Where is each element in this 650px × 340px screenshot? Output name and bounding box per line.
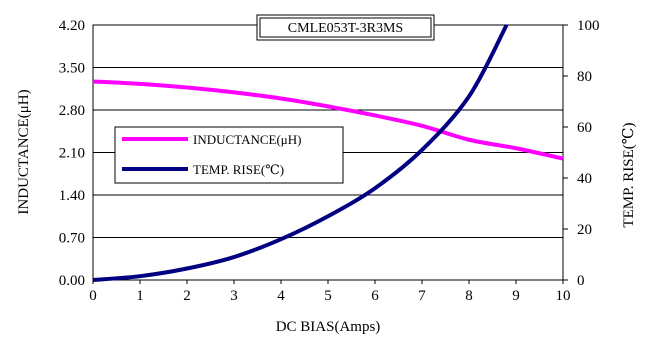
x-axis-ticks: 0 1 2 3 4 5 6 7 8 9 10: [89, 280, 571, 304]
chart-title-box: CMLE053T-3R3MS: [256, 14, 435, 41]
legend-label-inductance: INDUCTANCE(μH): [193, 132, 301, 147]
x-tick-label: 10: [556, 288, 571, 304]
series-lines: [92, 24, 564, 282]
legend-label-temp-rise: TEMP. RISE(℃): [193, 162, 284, 177]
left-axis-title: INDUCTANCE(μH): [16, 89, 32, 214]
x-tick-label: 8: [465, 288, 473, 304]
x-tick-label: 3: [230, 288, 238, 304]
legend: INDUCTANCE(μH) TEMP. RISE(℃): [114, 126, 344, 184]
right-tick-label: 0: [577, 273, 585, 289]
right-tick-label: 40: [577, 171, 592, 187]
chart-title: CMLE053T-3R3MS: [288, 21, 403, 36]
x-tick-label: 0: [89, 288, 97, 304]
right-axis-title: TEMP. RISE(℃): [621, 122, 637, 227]
series-line-inductance: [92, 79, 564, 161]
left-tick-label: 4.20: [59, 18, 85, 34]
right-axis-ticks: 0 20 40 60 80 100: [563, 18, 600, 289]
left-tick-label: 2.80: [59, 103, 85, 119]
right-tick-label: 80: [577, 69, 592, 85]
x-axis-title: DC BIAS(Amps): [276, 319, 381, 335]
right-tick-label: 100: [577, 18, 600, 34]
x-tick-label: 6: [371, 288, 379, 304]
left-tick-label: 3.50: [59, 61, 85, 77]
x-tick-label: 5: [324, 288, 332, 304]
x-tick-label: 1: [136, 288, 144, 304]
right-tick-label: 20: [577, 222, 592, 238]
left-tick-label: 0.70: [59, 231, 85, 247]
series-line-temp-rise: [92, 24, 509, 282]
left-axis-ticks: 0.00 0.70 1.40 2.10 2.80 3.50 4.20: [59, 18, 85, 289]
left-tick-label: 2.10: [59, 146, 85, 162]
x-tick-label: 2: [183, 288, 191, 304]
x-tick-label: 4: [277, 288, 285, 304]
left-tick-label: 0.00: [59, 273, 85, 289]
left-tick-label: 1.40: [59, 188, 85, 204]
x-tick-label: 7: [418, 288, 426, 304]
x-tick-label: 9: [512, 288, 520, 304]
right-tick-label: 60: [577, 120, 592, 136]
legend-box: [114, 126, 344, 184]
